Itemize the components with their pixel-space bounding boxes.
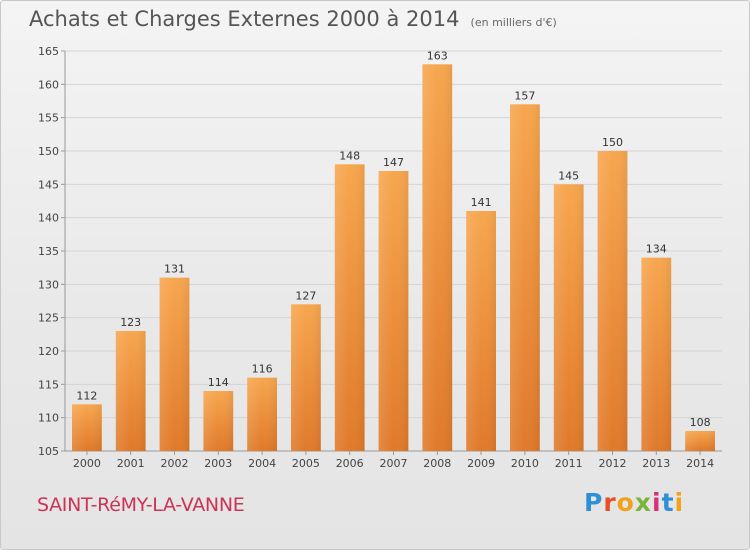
bar-shine bbox=[334, 164, 365, 452]
bar-value-label: 134 bbox=[646, 243, 667, 256]
bar-shine bbox=[641, 257, 672, 451]
x-tick-label: 2000 bbox=[73, 457, 101, 470]
y-tick-label: 115 bbox=[38, 378, 59, 391]
x-tick-label: 2008 bbox=[423, 457, 451, 470]
x-tick-label: 2006 bbox=[336, 457, 364, 470]
proxiti-logo: Proxiti bbox=[584, 488, 684, 517]
logo-letter: P bbox=[584, 488, 604, 517]
bar-value-label: 145 bbox=[558, 169, 579, 182]
bar-value-label: 114 bbox=[208, 376, 229, 389]
bar-value-label: 157 bbox=[514, 89, 535, 102]
x-tick-label: 2004 bbox=[248, 457, 276, 470]
logo-letter: t bbox=[661, 488, 675, 517]
bar-shine bbox=[247, 377, 277, 451]
y-tick-label: 150 bbox=[38, 145, 59, 158]
bar-value-label: 108 bbox=[690, 416, 711, 429]
y-tick-label: 165 bbox=[38, 45, 59, 58]
y-tick-label: 160 bbox=[38, 78, 59, 91]
bar-shine bbox=[291, 304, 321, 451]
data-labels: 112 123 131 114 116 127 148 147 163 141 157 145 150 1… bbox=[76, 49, 710, 429]
bar-shine bbox=[597, 151, 628, 451]
bar-shine bbox=[422, 64, 453, 452]
axes: 105 110 115 120 125 130 135 140 145 150 155 160 165 2… bbox=[38, 45, 722, 470]
bar-value-label: 150 bbox=[602, 136, 623, 149]
x-tick-label: 2002 bbox=[161, 457, 189, 470]
y-tick-label: 130 bbox=[38, 278, 59, 291]
bar-value-label: 116 bbox=[252, 363, 273, 376]
x-tick-label: 2012 bbox=[599, 457, 627, 470]
x-tick-label: 2014 bbox=[686, 457, 714, 470]
y-tick-label: 140 bbox=[38, 212, 59, 225]
chart-title: Achats et Charges Externes 2000 à 2014 bbox=[29, 7, 460, 31]
bar-shine bbox=[553, 184, 584, 452]
bar-value-label: 147 bbox=[383, 156, 404, 169]
y-tick-label: 120 bbox=[38, 345, 59, 358]
x-tick-label: 2010 bbox=[511, 457, 539, 470]
bar-value-label: 141 bbox=[471, 196, 492, 209]
x-tick-label: 2003 bbox=[204, 457, 232, 470]
y-tick-label: 135 bbox=[38, 245, 59, 258]
bar-shine bbox=[510, 104, 540, 451]
bar-value-label: 112 bbox=[76, 389, 97, 402]
x-tick-label: 2013 bbox=[642, 457, 670, 470]
logo-letter: i bbox=[674, 488, 685, 517]
bar-shine bbox=[685, 431, 715, 451]
logo-letter: i bbox=[652, 488, 662, 517]
bar-value-label: 127 bbox=[295, 289, 316, 302]
bar-shine bbox=[466, 211, 496, 451]
logo-letter: r bbox=[603, 488, 617, 517]
bar-shine bbox=[378, 171, 409, 451]
x-tick-label: 2001 bbox=[117, 457, 145, 470]
logo-letter: x bbox=[634, 488, 652, 517]
y-tick-label: 155 bbox=[38, 112, 59, 125]
bar-value-label: 131 bbox=[164, 263, 185, 276]
y-tick-label: 110 bbox=[38, 412, 59, 425]
title-row: Achats et Charges Externes 2000 à 2014 (… bbox=[29, 7, 557, 31]
y-tick-label: 105 bbox=[38, 445, 59, 458]
x-tick-label: 2005 bbox=[292, 457, 320, 470]
bar-shine bbox=[203, 391, 234, 451]
bar-shine bbox=[115, 331, 146, 451]
bar-shine bbox=[159, 277, 190, 451]
x-tick-label: 2011 bbox=[555, 457, 583, 470]
bar-value-label: 123 bbox=[120, 316, 141, 329]
bar-value-label: 148 bbox=[339, 149, 360, 162]
commune-name: SAINT-RéMY-LA-VANNE bbox=[37, 494, 245, 516]
bar-value-label: 163 bbox=[427, 49, 448, 62]
x-tick-label: 2009 bbox=[467, 457, 495, 470]
y-tick-label: 125 bbox=[38, 312, 59, 325]
logo-letter: o bbox=[616, 488, 635, 517]
chart-subtitle: (en milliers d'€) bbox=[470, 16, 557, 29]
x-tick-label: 2007 bbox=[380, 457, 408, 470]
bar-shine bbox=[72, 404, 102, 451]
y-tick-label: 145 bbox=[38, 178, 59, 191]
bars bbox=[72, 64, 715, 452]
